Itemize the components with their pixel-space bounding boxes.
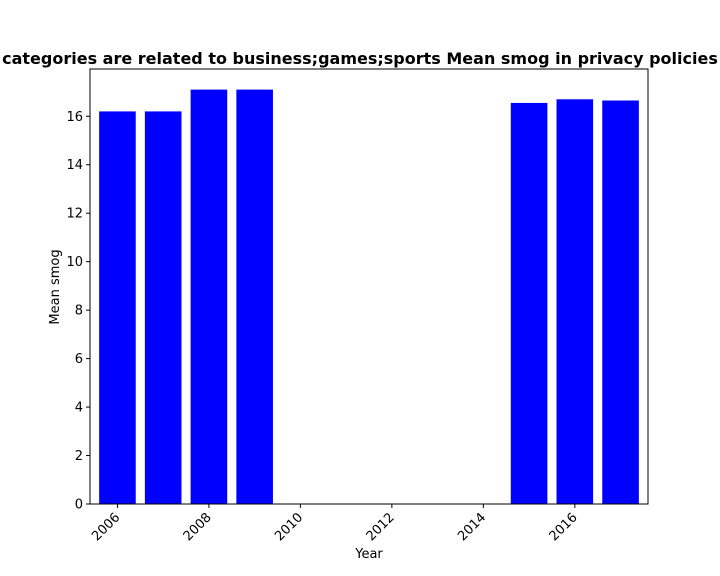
y-axis: 0 2 4 6 8 10 12 14 16 [66,110,90,513]
bar-2007 [144,111,182,504]
x-tick-label: 2014 [455,510,489,544]
x-tick-label: 2012 [364,510,398,544]
x-tick-label: 2016 [547,510,581,544]
y-tick-label: 16 [66,110,83,125]
x-tick-label: 2010 [272,510,306,544]
bar-2006 [99,111,136,504]
bar-2009 [236,89,273,504]
x-axis: 2006 2008 2010 2012 2014 2016 [89,504,581,544]
y-tick-label: 12 [66,207,83,222]
x-tick-label: 2006 [89,510,123,544]
y-tick-label: 10 [66,255,83,270]
y-tick-label: 6 [75,352,83,367]
bar-2016 [556,99,594,504]
x-axis-label: Year [354,547,383,562]
y-tick-label: 0 [75,498,83,513]
bar-2008 [190,89,228,504]
bars-group [99,89,639,505]
bar-2017 [602,100,639,504]
plot-frame [89,68,649,505]
y-axis-label: Mean smog [48,249,63,324]
y-tick-label: 14 [66,158,83,173]
y-tick-label: 8 [75,304,83,319]
chart-title: categories are related to business;games… [2,49,718,68]
y-tick-label: 2 [75,449,83,464]
bar-2015 [510,102,548,505]
x-tick-label: 2008 [181,510,215,544]
y-tick-label: 4 [75,401,83,416]
